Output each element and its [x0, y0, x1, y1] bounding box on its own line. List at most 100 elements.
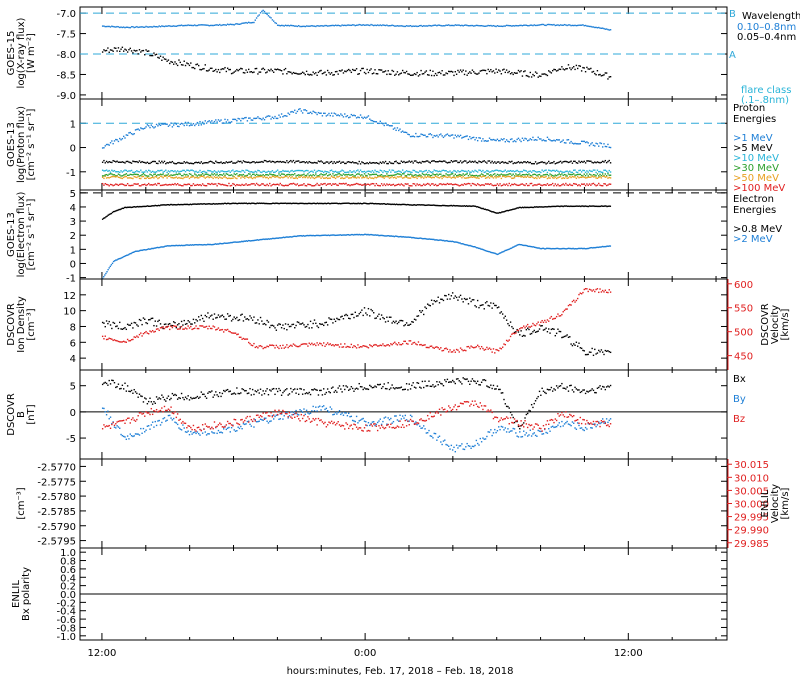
data-point: [134, 176, 137, 178]
data-point: [510, 247, 513, 249]
data-point: [482, 25, 484, 27]
data-point: [342, 177, 345, 180]
data-point: [232, 72, 234, 74]
data-point: [537, 330, 539, 332]
data-point: [519, 327, 521, 330]
data-point: [404, 131, 406, 133]
data-point: [436, 170, 438, 172]
data-point: [563, 173, 566, 176]
data-point: [437, 170, 439, 173]
data-point: [399, 343, 401, 346]
data-point: [380, 344, 383, 347]
data-point: [251, 21, 254, 24]
data-point: [337, 173, 339, 175]
data-point: [442, 183, 445, 185]
data-point: [334, 183, 337, 185]
data-point: [287, 236, 289, 238]
data-point: [144, 174, 146, 176]
data-point: [111, 25, 113, 27]
data-point: [180, 174, 183, 177]
data-point: [398, 236, 400, 238]
data-point: [169, 175, 171, 177]
data-point: [423, 170, 425, 173]
data-point: [383, 71, 385, 73]
data-point: [412, 175, 414, 177]
data-point: [403, 131, 405, 133]
data-point: [504, 169, 507, 171]
data-point: [281, 236, 284, 239]
series-Velocity: [101, 288, 612, 354]
data-point: [469, 71, 471, 73]
data-point: [340, 25, 342, 27]
data-point: [320, 183, 322, 185]
data-point: [503, 250, 505, 253]
data-point: [291, 24, 293, 27]
data-point: [238, 319, 241, 321]
data-point: [383, 24, 385, 26]
data-point: [574, 247, 576, 250]
data-point: [115, 26, 117, 28]
data-point: [567, 247, 570, 250]
data-point: [454, 71, 457, 73]
data-point: [441, 350, 443, 352]
right-y-tick-label: 550: [734, 304, 753, 315]
data-point: [275, 344, 278, 347]
data-point: [175, 184, 178, 186]
data-point: [408, 160, 410, 162]
series->10 MeV: [101, 169, 612, 174]
data-point: [507, 173, 509, 176]
data-point: [526, 245, 528, 247]
data-point: [427, 238, 430, 240]
data-point: [357, 173, 359, 175]
data-point: [149, 330, 151, 332]
data-point: [126, 206, 128, 209]
data-point: [396, 322, 399, 325]
data-point: [176, 328, 179, 330]
data-point: [328, 177, 330, 179]
data-point: [225, 318, 228, 320]
data-point: [475, 306, 478, 308]
data-point: [550, 175, 553, 178]
data-point: [240, 160, 242, 163]
data-point: [462, 161, 464, 163]
data-point: [150, 174, 153, 176]
data-point: [109, 173, 112, 175]
data-point: [216, 185, 218, 187]
data-point: [599, 27, 601, 29]
data-point: [562, 24, 564, 26]
data-point: [520, 175, 522, 177]
data-point: [213, 170, 216, 172]
data-point: [359, 234, 362, 236]
data-point: [382, 343, 384, 345]
data-point: [499, 70, 501, 72]
data-point: [157, 125, 159, 127]
data-point: [478, 306, 480, 309]
data-point: [275, 175, 278, 178]
data-point: [172, 174, 175, 176]
data-point: [490, 210, 492, 212]
data-point: [459, 69, 462, 71]
data-point: [598, 171, 600, 173]
data-point: [278, 161, 280, 163]
data-point: [252, 202, 254, 204]
data-point: [120, 175, 122, 177]
data-point: [411, 320, 413, 323]
data-point: [421, 73, 424, 75]
data-point: [217, 203, 219, 205]
data-point: [279, 182, 281, 185]
data-point: [429, 133, 431, 135]
data-point: [419, 24, 421, 27]
data-point: [467, 303, 470, 305]
data-point: [545, 73, 547, 76]
data-point: [130, 177, 133, 179]
data-point: [245, 174, 247, 177]
data-point: [241, 240, 243, 243]
data-point: [208, 120, 210, 122]
data-point: [159, 323, 162, 325]
data-point: [419, 183, 421, 186]
data-point: [146, 183, 149, 186]
data-point: [277, 202, 279, 205]
data-point: [573, 65, 575, 68]
data-point: [295, 345, 297, 347]
data-point: [603, 246, 605, 248]
